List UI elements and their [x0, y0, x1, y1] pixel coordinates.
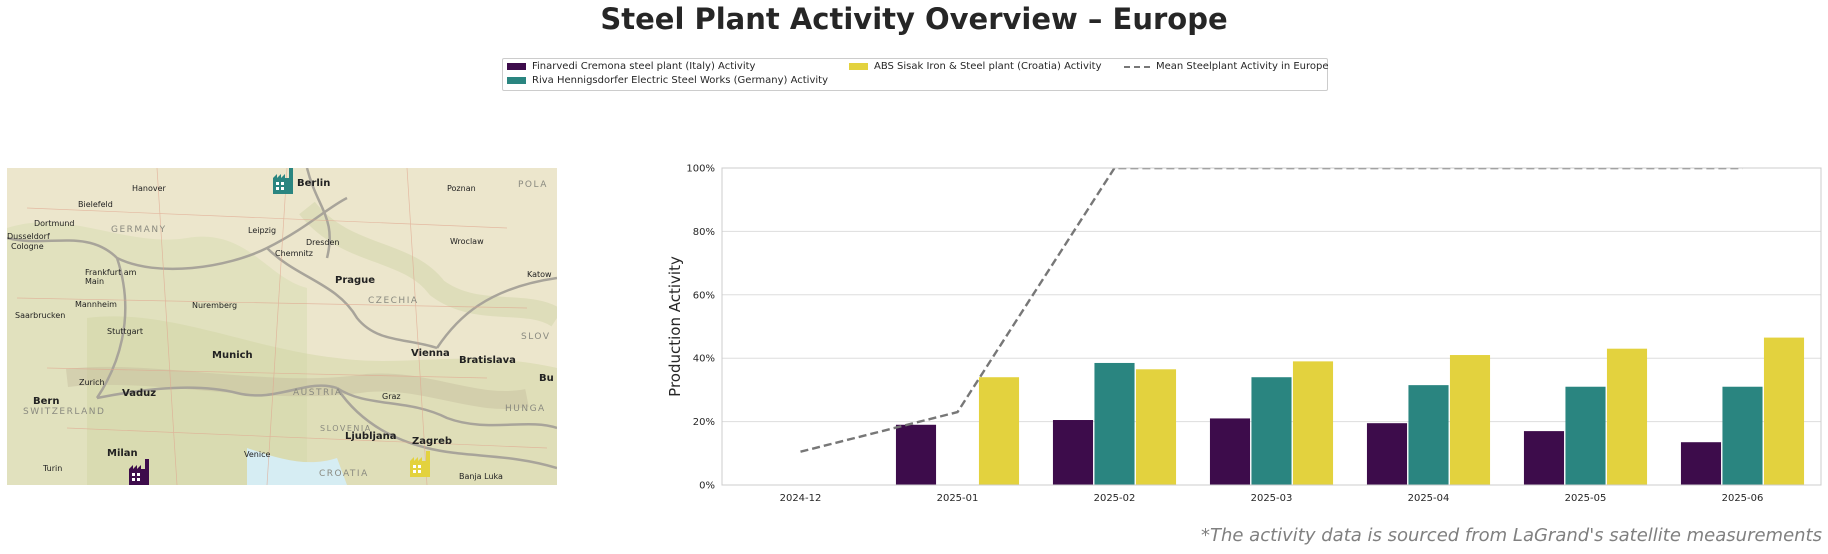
x-tick-label: 2025-04	[1408, 493, 1450, 504]
bar-1	[1523, 431, 1565, 485]
legend-swatch-abs	[849, 63, 868, 70]
activity-bar-chart: 0% 20% 40% 60% 80% 100% 2024-12 2025-01 2025-02 2…	[666, 164, 1822, 504]
plot-frame	[721, 167, 1822, 486]
map-label-ljubljana: Ljubljana	[345, 431, 397, 442]
legend-item-cremona: Finarvedi Cremona steel plant (Italy) Ac…	[507, 61, 755, 72]
map-label-dresden: Dresden	[306, 238, 340, 247]
map-label-poznan: Poznan	[447, 184, 476, 193]
map-label-milan: Milan	[107, 448, 138, 459]
map-label-turin: Turin	[43, 464, 63, 473]
x-tick-label: 2025-02	[1094, 493, 1136, 504]
map-label-nuremberg: Nuremberg	[192, 301, 238, 310]
map-label-czechia: CZECHIA	[368, 296, 419, 306]
map-label-zagreb: Zagreb	[412, 436, 453, 447]
map-label-bern: Bern	[33, 396, 60, 407]
map-label-leipzig: Leipzig	[248, 226, 277, 235]
map-label-prague: Prague	[335, 275, 376, 286]
legend-item-mean: Mean Steelplant Activity in Europe	[1124, 61, 1329, 72]
bar-3	[1763, 337, 1805, 485]
map-label-bratislava: Bratislava	[459, 355, 516, 366]
bar-3	[1606, 348, 1648, 485]
bar-3	[1449, 355, 1491, 485]
map-label-bielefeld: Bielefeld	[78, 200, 113, 209]
legend-label-riva: Riva Hennigsdorfer Electric Steel Works …	[532, 75, 828, 86]
legend-label-mean: Mean Steelplant Activity in Europe	[1156, 61, 1329, 72]
map-label-austria: AUSTRIA	[293, 388, 343, 398]
map-label-germany: GERMANY	[111, 225, 167, 235]
bar-2	[1094, 362, 1135, 485]
mean-activity-line	[800, 168, 1743, 453]
footnote: *The activity data is sourced from LaGra…	[1200, 525, 1822, 546]
map-label-banja-luka: Banja Luka	[459, 472, 503, 481]
map-label-munich: Munich	[212, 350, 253, 361]
bar-1	[1366, 423, 1408, 485]
map-label-berlin: Berlin	[297, 178, 331, 189]
y-axis-label: Production Activity	[666, 256, 684, 397]
legend-swatch-cremona	[507, 63, 526, 70]
x-tick-label: 2025-05	[1565, 493, 1607, 504]
map-label-vaduz: Vaduz	[122, 388, 157, 399]
y-tick-label: 40%	[693, 354, 715, 365]
map-label-graz: Graz	[382, 392, 401, 401]
y-tick-label: 60%	[693, 290, 715, 301]
bar-1	[1052, 420, 1094, 485]
x-tick-label: 2025-06	[1722, 493, 1764, 504]
bar-3	[978, 377, 1020, 485]
map-label-mannheim: Mannheim	[75, 300, 117, 309]
map-label-stuttgart: Stuttgart	[107, 327, 143, 336]
map-label-frankfurt: Frankfurt am Main	[85, 268, 137, 286]
legend-item-abs: ABS Sisak Iron & Steel plant (Croatia) A…	[849, 61, 1102, 72]
map-label-dusseldorf: Dusseldorf	[7, 232, 50, 241]
map-label-hanover: Hanover	[132, 184, 166, 193]
map-label-vienna: Vienna	[411, 348, 450, 359]
bar-2	[1408, 385, 1449, 485]
map-label-cologne: Cologne	[11, 242, 44, 251]
map-label-slov: SLOV	[521, 332, 551, 342]
map-label-hunga: HUNGA	[505, 404, 546, 414]
chart-legend: Finarvedi Cremona steel plant (Italy) Ac…	[502, 58, 1329, 91]
map-label-venice: Venice	[244, 450, 271, 459]
map-label-dortmund: Dortmund	[34, 219, 75, 228]
bar-1	[895, 424, 937, 485]
map-terrain	[7, 168, 557, 485]
y-tick-label: 100%	[686, 164, 715, 175]
map-label-bu: Bu	[539, 373, 554, 384]
map-label-switzerland: SWITZERLAND	[23, 407, 106, 417]
bar-1	[1209, 418, 1251, 485]
bar-3	[1292, 361, 1334, 485]
y-tick-label: 20%	[693, 417, 715, 428]
legend-swatch-riva	[507, 77, 526, 84]
map-label-wroclaw: Wroclaw	[450, 237, 484, 246]
page-title: Steel Plant Activity Overview – Europe	[600, 2, 1228, 36]
legend-label-abs: ABS Sisak Iron & Steel plant (Croatia) A…	[874, 61, 1102, 72]
x-tick-label: 2025-03	[1251, 493, 1293, 504]
bar-1	[1680, 442, 1722, 485]
bar-3	[1135, 369, 1177, 485]
bar-2	[1565, 386, 1606, 485]
map-label-croatia: CROATIA	[319, 469, 369, 479]
legend-item-riva: Riva Hennigsdorfer Electric Steel Works …	[507, 75, 828, 86]
map-label-katowice: Katow	[527, 270, 552, 279]
europe-map: Berlin Hanover Poznan POLA Bielefeld Dor…	[7, 168, 557, 485]
map-label-saarbrucken: Saarbrucken	[15, 311, 66, 320]
map-label-chemnitz: Chemnitz	[275, 249, 313, 258]
y-tick-label: 0%	[699, 481, 715, 492]
y-tick-label: 80%	[693, 227, 715, 238]
map-label-zurich: Zurich	[79, 378, 105, 387]
x-tick-label: 2025-01	[937, 493, 979, 504]
legend-label-cremona: Finarvedi Cremona steel plant (Italy) Ac…	[532, 61, 756, 72]
legend-swatch-mean	[1124, 65, 1150, 68]
bar-2	[1722, 386, 1763, 485]
map-label-pola: POLA	[518, 180, 548, 190]
map-label-slovenia: SLOVENIA	[320, 424, 372, 433]
bar-2	[1251, 377, 1292, 485]
x-tick-label: 2024-12	[780, 493, 822, 504]
